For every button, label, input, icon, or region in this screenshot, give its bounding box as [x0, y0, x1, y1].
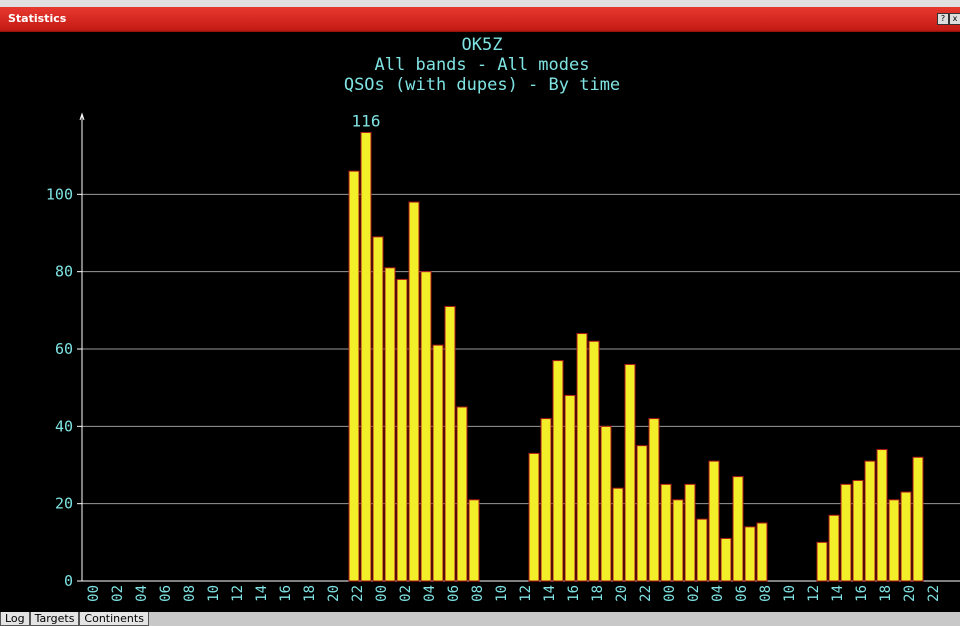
bar [588, 340, 600, 582]
tab[interactable]: Targets [29, 612, 80, 626]
x-tick-label: 20 [902, 585, 918, 602]
help-button[interactable]: ? [937, 13, 949, 25]
bar [444, 305, 456, 582]
x-tick-label: 20 [614, 585, 630, 602]
bar [372, 236, 384, 582]
x-tick-label: 16 [566, 585, 582, 602]
x-tick-label: 16 [854, 585, 870, 602]
x-tick-label: 18 [590, 585, 606, 602]
bar [684, 483, 696, 582]
x-tick-label: 10 [206, 585, 222, 602]
bar [900, 491, 912, 582]
bar [576, 333, 588, 582]
x-tick-label: 06 [734, 585, 750, 602]
bar [840, 483, 852, 582]
bar [756, 522, 768, 582]
y-tick-label: 40 [55, 417, 73, 435]
bar [552, 360, 564, 582]
x-tick-label: 20 [326, 585, 342, 602]
bar [828, 514, 840, 582]
window-title: Statistics [8, 12, 67, 25]
bar [636, 445, 648, 582]
x-tick-label: 04 [422, 585, 438, 602]
bar [456, 406, 468, 582]
x-tick-label: 18 [878, 585, 894, 602]
tab-bar: Log Targets Continents [0, 612, 960, 626]
x-tick-label: 02 [398, 585, 414, 602]
bar [876, 449, 888, 582]
y-tick-label: 100 [46, 185, 73, 203]
x-tick-label: 00 [374, 585, 390, 602]
x-tick-label: 02 [686, 585, 702, 602]
x-tick-label: 14 [542, 585, 558, 602]
bar [564, 394, 576, 582]
y-tick-label: 80 [55, 263, 73, 281]
bar [624, 363, 636, 582]
value-label: 116 [352, 111, 381, 130]
x-tick-label: 08 [758, 585, 774, 602]
x-tick-label: 04 [710, 585, 726, 602]
bar [360, 131, 372, 582]
x-tick-label: 10 [494, 585, 510, 602]
bar [672, 499, 684, 582]
x-tick-label: 06 [446, 585, 462, 602]
x-tick-label: 08 [470, 585, 486, 602]
x-tick-label: 14 [830, 585, 846, 602]
x-tick-label: 22 [350, 585, 366, 602]
y-tick-label: 60 [55, 340, 73, 358]
bar [384, 267, 396, 582]
bar [468, 499, 480, 582]
close-button[interactable]: x [949, 13, 960, 25]
bar [720, 537, 732, 582]
y-axis-arrow [79, 112, 85, 121]
y-tick-label: 20 [55, 495, 73, 513]
bar [396, 278, 408, 582]
x-tick-label: 08 [182, 585, 198, 602]
bar [612, 487, 624, 582]
tab[interactable]: Continents [79, 612, 149, 626]
chart-subtitle: QSOs (with dupes) - By time [344, 75, 620, 95]
bar [744, 526, 756, 582]
bar [648, 418, 660, 582]
bar [660, 483, 672, 582]
x-tick-label: 02 [110, 585, 126, 602]
bar [408, 201, 420, 582]
chart-title: OK5Z [462, 35, 503, 55]
x-tick-label: 12 [806, 585, 822, 602]
bar [696, 518, 708, 582]
bar [912, 456, 924, 582]
bar [348, 170, 360, 582]
bar [432, 344, 444, 582]
bar [864, 460, 876, 582]
x-tick-label: 12 [518, 585, 534, 602]
x-tick-label: 00 [86, 585, 102, 602]
y-tick-label: 0 [64, 572, 73, 590]
x-tick-label: 22 [926, 585, 942, 602]
x-tick-label: 14 [254, 585, 270, 602]
x-tick-label: 22 [638, 585, 654, 602]
bar [540, 418, 552, 582]
chart-subtitle: All bands - All modes [375, 55, 590, 75]
bar [528, 452, 540, 582]
bar [732, 476, 744, 582]
x-tick-label: 18 [302, 585, 318, 602]
bar [708, 460, 720, 582]
bar [420, 271, 432, 582]
x-tick-label: 12 [230, 585, 246, 602]
bar [816, 541, 828, 582]
x-tick-label: 06 [158, 585, 174, 602]
title-bar: Statistics ? x [0, 0, 960, 32]
bar [888, 499, 900, 582]
x-tick-label: 16 [278, 585, 294, 602]
tab[interactable]: Log [0, 612, 30, 626]
x-tick-label: 00 [662, 585, 678, 602]
x-tick-label: 10 [782, 585, 798, 602]
x-tick-label: 04 [134, 585, 150, 602]
bar [852, 479, 864, 582]
bar [600, 425, 612, 582]
